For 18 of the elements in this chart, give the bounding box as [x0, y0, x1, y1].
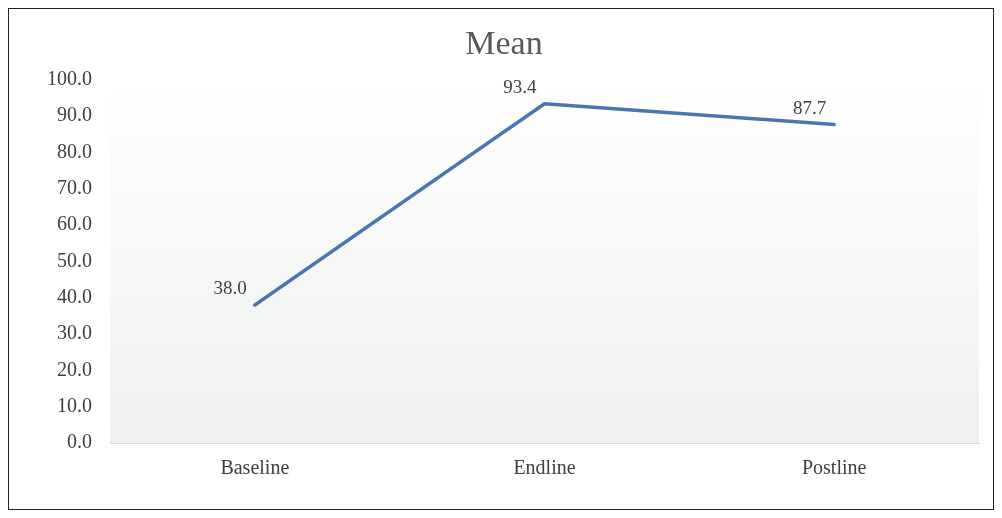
y-tick-label: 40.0 — [57, 284, 92, 307]
y-tick-label: 70.0 — [57, 176, 92, 199]
text: 87.7 — [792, 96, 827, 118]
y-tick-label: 10.0 — [57, 393, 92, 416]
y-tick-label: 0.0 — [67, 430, 92, 453]
text: 93.4 — [503, 76, 537, 98]
x-tick-label: Endline — [513, 456, 576, 479]
y-tick-label: 60.0 — [57, 212, 92, 235]
chart-title: Mean — [465, 24, 543, 62]
x-tick-label: Baseline — [220, 456, 290, 479]
y-tick-label: 50.0 — [57, 248, 92, 271]
x-tick-label: Postline — [801, 456, 867, 479]
y-tick-label: 20.0 — [57, 357, 92, 380]
y-tick-label: 100.0 — [47, 67, 92, 90]
y-tick-label: 30.0 — [57, 321, 92, 344]
text: 38.0 — [213, 277, 247, 299]
y-tick-label: 80.0 — [57, 139, 92, 162]
y-tick-label: 90.0 — [57, 103, 92, 126]
